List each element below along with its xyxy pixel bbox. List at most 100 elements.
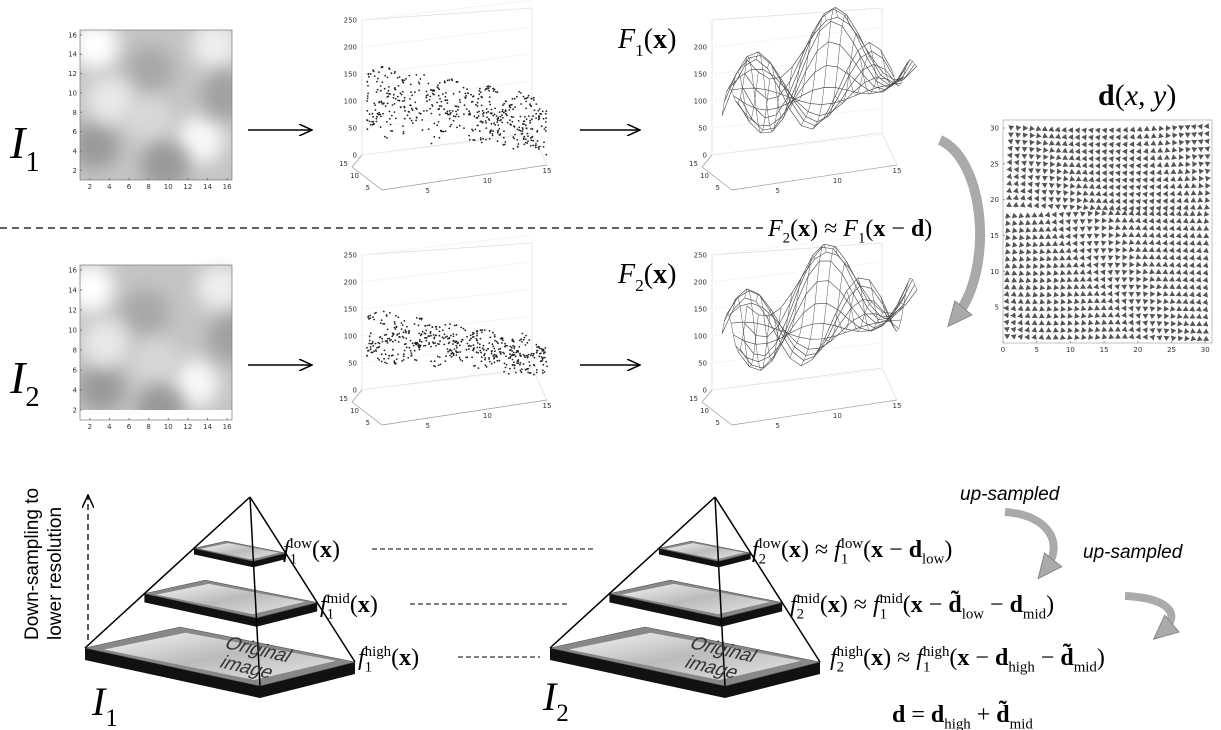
scatter-dot [393,94,395,96]
scatter-dot [510,107,512,109]
field-vector [1032,301,1036,304]
field-vector [1129,269,1131,272]
field-vector [1145,164,1148,168]
scatter-dot [469,113,471,115]
field-vector [1145,200,1147,204]
tick-label: 250 [344,252,357,260]
field-vector [1088,211,1091,215]
image-blob [132,339,180,387]
field-vector [1104,143,1106,148]
scatter-dot [368,318,370,320]
scatter-dot [409,347,411,349]
scatter-dot [401,360,403,362]
field-vector [1077,157,1081,161]
field-vector [1111,150,1113,155]
scatter-dot [523,337,525,339]
field-vector [1026,243,1030,247]
field-vector [1067,308,1070,311]
field-vector [1185,336,1186,337]
scatter-dot [491,123,493,125]
field-vector [1118,128,1121,133]
scatter-dot [388,90,390,92]
field-vector [1009,159,1012,164]
field-vector [1066,243,1071,244]
scatter-dot [524,136,526,138]
scatter-dot [411,95,413,97]
scatter-dot [415,120,417,122]
scatter-dot [372,121,374,123]
field-vector [1026,251,1029,255]
scatter-dot [385,105,387,107]
field-vector [1039,337,1044,339]
level-formula: ) [1046,592,1054,618]
scatter-dot [512,359,514,361]
field-vector [1206,285,1207,287]
level-formula: d̃ [948,591,962,618]
field-vector [1138,211,1139,215]
scatter-dot [543,351,545,353]
field-vector [1114,286,1118,287]
tick-label: 10 [483,412,492,420]
scatter-dot [448,343,450,345]
scatter-dot [539,108,541,110]
field-vector [1091,179,1095,183]
tick-label: 15 [543,167,552,175]
scatter-dot [483,115,485,117]
scatter-dot [535,103,537,105]
field-vector [1104,179,1107,183]
field-vector [1206,207,1210,208]
field-vector [1172,135,1177,136]
scatter-dot [500,353,502,355]
scatter-dot [395,118,397,120]
field-vector [1131,210,1132,214]
field-vector [1032,236,1036,240]
scatter-dot [453,354,455,356]
scatter-dot [407,115,409,117]
field-vector [1206,154,1210,157]
scatter-dot [513,361,515,363]
scatter-dot [379,114,381,116]
scatter-dot [489,96,491,98]
field-vector [1118,179,1120,184]
axis-label: lower resolution [45,507,66,640]
scatter-dot [537,350,539,352]
scatter-dot [477,98,479,100]
field-vector [1045,222,1050,224]
field-vector [1123,247,1125,251]
tick-label: 0 [703,152,707,160]
field-vector [1122,262,1125,265]
scatter-dot [417,343,419,345]
pyramid-edge [550,497,715,648]
scatter-dot [370,343,372,345]
scatter-dot [397,354,399,356]
tick-label: 25 [990,160,999,168]
field-vector [1067,287,1070,290]
field-vector [1040,287,1043,291]
field-vector [1067,315,1070,318]
field-vector [1012,229,1016,233]
field-vector [1165,247,1166,250]
field-vector [1179,193,1182,196]
scatter-dot [502,117,504,119]
field-vector [1145,186,1147,190]
scatter-dot [469,339,471,341]
scatter-dot [512,108,514,110]
scatter-dot [459,125,461,127]
scatter-dot [388,355,390,357]
scatter-dot [413,345,415,347]
scatter-dot [531,136,533,138]
tick-label: 15 [893,167,902,175]
field-vector [1131,193,1133,197]
tick-label: 12 [68,70,77,78]
field-vector [1157,299,1158,301]
axis [382,400,547,425]
scatter-dot [417,345,419,347]
field-vector [1115,263,1118,266]
axis [732,165,897,190]
field-vector [1138,200,1140,204]
scatter-dot [366,355,368,357]
field-vector [1091,150,1093,155]
field-vector [1067,301,1070,304]
field-vector [1080,265,1084,266]
scatter-dot [530,355,532,357]
